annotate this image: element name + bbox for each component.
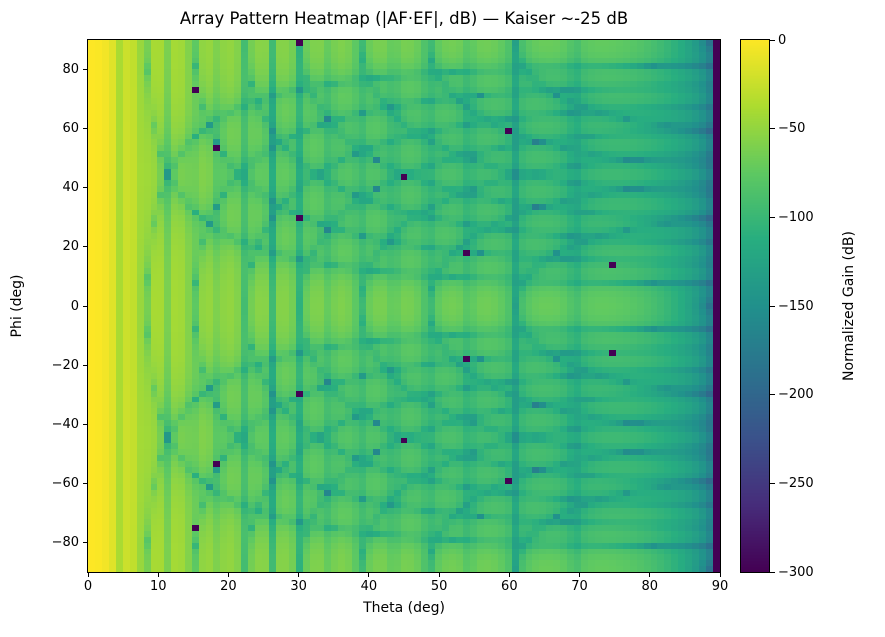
y-tick bbox=[82, 187, 87, 189]
y-tick-label: −20 bbox=[51, 357, 79, 373]
y-tick bbox=[82, 128, 87, 130]
x-tick bbox=[719, 572, 721, 577]
x-tick bbox=[508, 572, 510, 577]
colorbar-tick bbox=[770, 128, 775, 130]
colorbar-tick-label: −200 bbox=[778, 387, 814, 403]
x-tick bbox=[227, 572, 229, 577]
x-axis-label: Theta (deg) bbox=[363, 600, 445, 616]
y-tick-label: 60 bbox=[62, 121, 79, 137]
y-tick bbox=[82, 246, 87, 248]
x-tick-label: 90 bbox=[711, 579, 729, 594]
colorbar-tick-label: −300 bbox=[778, 564, 814, 580]
x-tick bbox=[157, 572, 159, 577]
x-tick-label: 80 bbox=[641, 579, 659, 594]
x-tick bbox=[649, 572, 651, 577]
colorbar bbox=[740, 39, 770, 573]
colorbar-tick bbox=[770, 394, 775, 396]
colorbar-tick-label: 0 bbox=[778, 32, 787, 48]
x-tick-label: 50 bbox=[430, 579, 448, 594]
y-tick-label: 0 bbox=[70, 298, 79, 314]
colorbar-tick bbox=[770, 482, 775, 484]
x-tick-label: 60 bbox=[501, 579, 518, 594]
y-tick bbox=[82, 423, 87, 425]
chart-title: Array Pattern Heatmap (|AF·EF|, dB) — Ka… bbox=[179, 9, 629, 28]
heatmap-canvas bbox=[88, 40, 720, 572]
y-tick-label: −40 bbox=[51, 416, 79, 432]
x-tick bbox=[368, 572, 370, 577]
x-tick bbox=[87, 572, 89, 577]
y-tick bbox=[82, 482, 87, 484]
x-tick bbox=[298, 572, 300, 577]
x-tick-label: 0 bbox=[83, 579, 93, 594]
x-tick-label: 30 bbox=[290, 579, 307, 594]
y-tick-label: 20 bbox=[62, 239, 79, 255]
x-tick-label: 70 bbox=[571, 579, 588, 594]
x-tick-label: 20 bbox=[220, 579, 237, 594]
x-tick-label: 40 bbox=[360, 579, 378, 594]
colorbar-tick-label: −150 bbox=[778, 298, 814, 314]
colorbar-tick bbox=[770, 216, 775, 218]
y-tick-label: −60 bbox=[51, 475, 79, 491]
y-tick bbox=[82, 364, 87, 366]
x-tick bbox=[438, 572, 440, 577]
y-tick-label: 40 bbox=[62, 180, 79, 196]
y-tick bbox=[82, 305, 87, 307]
x-tick-label: 10 bbox=[149, 579, 167, 594]
colorbar-tick-label: −50 bbox=[778, 121, 806, 137]
y-tick-label: 80 bbox=[62, 62, 79, 78]
colorbar-label: Normalized Gain (dB) bbox=[841, 231, 857, 381]
colorbar-tick bbox=[770, 39, 775, 41]
colorbar-tick-label: −250 bbox=[778, 475, 814, 491]
plot-area bbox=[87, 39, 721, 573]
colorbar-canvas bbox=[741, 40, 769, 572]
colorbar-tick-label: −100 bbox=[778, 209, 814, 225]
x-tick bbox=[579, 572, 581, 577]
colorbar-tick bbox=[770, 305, 775, 307]
colorbar-tick bbox=[770, 571, 775, 573]
y-axis-label: Phi (deg) bbox=[9, 274, 25, 338]
y-tick bbox=[82, 69, 87, 71]
y-tick-label: −80 bbox=[51, 534, 79, 550]
y-tick bbox=[82, 541, 87, 543]
